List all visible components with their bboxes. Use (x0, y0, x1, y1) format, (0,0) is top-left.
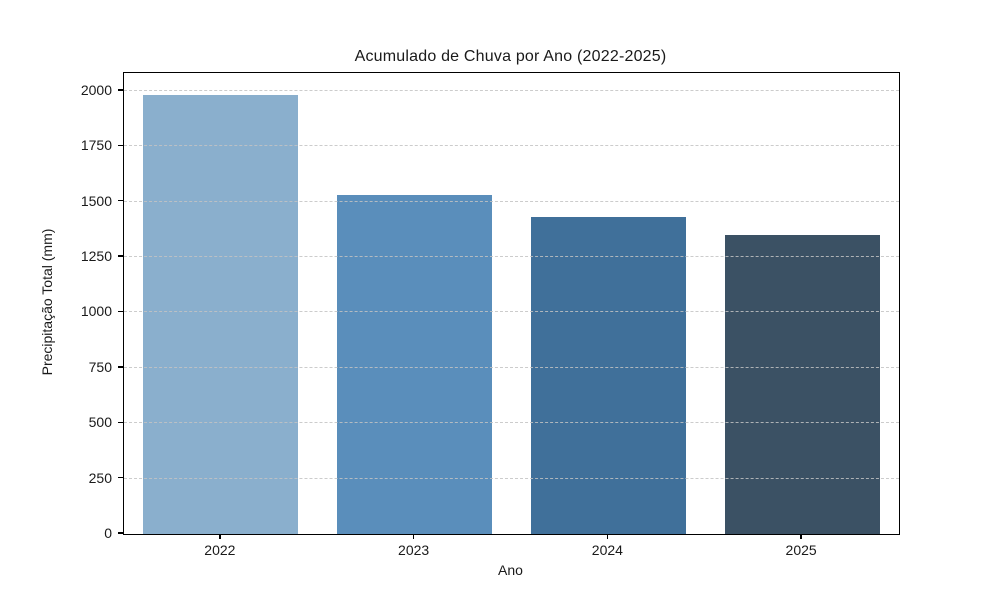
gridline-750 (124, 366, 899, 368)
y-tick-mark-500 (118, 421, 123, 423)
y-tick-mark-250 (118, 476, 123, 479)
gridline-1250 (124, 256, 899, 258)
y-tick-mark-1500 (118, 200, 123, 202)
gridline-2000 (124, 89, 899, 91)
y-tick-mark-750 (118, 366, 123, 368)
x-tick-mark-2023 (412, 534, 415, 540)
bar-2025 (724, 234, 880, 534)
x-tick-label-2022: 2022 (204, 542, 236, 558)
y-tick-label-1750: 1750 (80, 137, 112, 154)
x-tick-mark-2025 (800, 534, 802, 540)
y-tick-mark-1750 (118, 144, 123, 147)
y-tick-mark-0 (118, 532, 123, 534)
y-tick-label-0: 0 (104, 525, 112, 541)
gridline-1500 (124, 200, 899, 202)
bar-2023 (337, 195, 493, 534)
x-tick-mark-2024 (606, 534, 609, 540)
bar-2022 (143, 95, 299, 534)
plot-area (123, 72, 900, 535)
x-tick-label-2023: 2023 (398, 542, 430, 558)
y-tick-mark-1250 (118, 255, 123, 257)
x-axis-label: Ano (498, 562, 523, 578)
y-tick-label-750: 750 (88, 358, 112, 375)
y-tick-label-250: 250 (88, 469, 112, 486)
y-tick-label-1250: 1250 (80, 248, 112, 265)
gridline-1000 (124, 311, 899, 313)
y-tick-mark-2000 (118, 89, 123, 91)
x-tick-label-2025: 2025 (785, 542, 817, 558)
gridline-250 (124, 477, 899, 479)
y-tick-mark-1000 (118, 310, 123, 313)
gridline-500 (124, 422, 899, 424)
y-tick-label-1500: 1500 (80, 192, 112, 209)
y-axis-label: Precipitação Total (mm) (39, 228, 55, 376)
y-tick-label-1000: 1000 (80, 303, 112, 320)
bar-2024 (530, 217, 686, 534)
gridline-1750 (124, 145, 899, 147)
y-tick-label-500: 500 (88, 414, 112, 431)
x-tick-label-2024: 2024 (591, 542, 623, 558)
y-tick-label-2000: 2000 (80, 81, 112, 98)
x-tick-mark-2022 (219, 534, 221, 540)
chart-title: Acumulado de Chuva por Ano (2022-2025) (354, 48, 667, 65)
